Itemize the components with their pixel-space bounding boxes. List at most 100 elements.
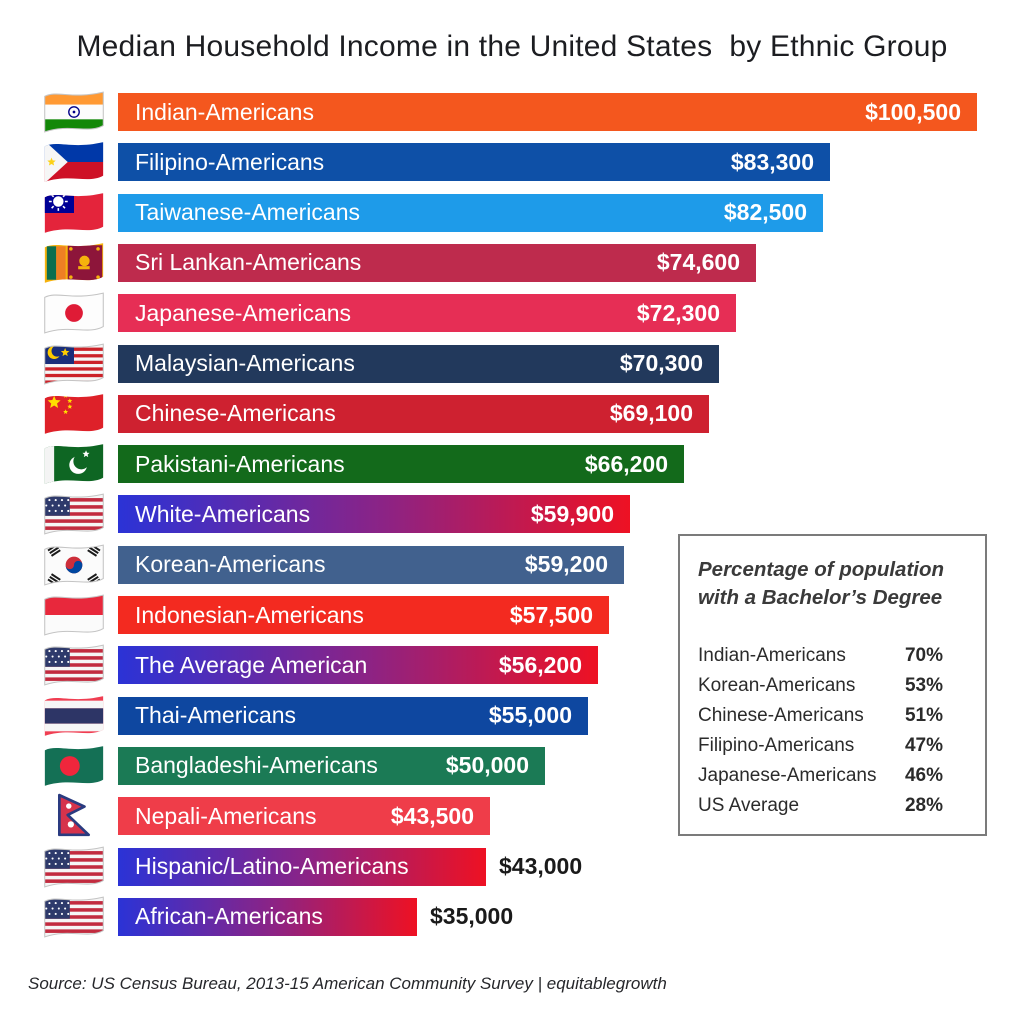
flag-nepal-icon (42, 793, 106, 839)
degree-row: US Average 28% (698, 791, 969, 821)
bar-row: Taiwanese-Americans $82,500 (42, 192, 823, 233)
bar-label: Indonesian-Americans (135, 601, 364, 628)
bar-value: $72,300 (636, 299, 720, 326)
bar-value: $69,100 (609, 400, 693, 427)
bachelors-degree-panel: Percentage of population with a Bachelor… (678, 534, 987, 836)
bar-value: $43,500 (390, 802, 474, 829)
bar-label: Taiwanese-Americans (135, 199, 360, 226)
bar-label: White-Americans (135, 500, 311, 527)
bar-label: The Average American (135, 651, 368, 678)
degree-row: Korean-Americans 53% (698, 671, 969, 701)
degree-label: Korean-Americans (698, 674, 856, 696)
bar-row: Korean-Americans $59,200 (42, 544, 624, 586)
bar-label: Korean-Americans (135, 551, 326, 578)
bar-row: Thai-Americans $55,000 (42, 695, 588, 736)
flag-indonesia-icon (42, 592, 106, 638)
bar-row: Nepali-Americans $43,500 (42, 793, 490, 837)
bar-value: $82,500 (723, 199, 807, 226)
bar-value: $56,200 (498, 651, 582, 678)
flag-malaysia-icon (42, 341, 106, 387)
income-bar: Japanese-Americans $72,300 (118, 294, 736, 333)
flag-china-icon (42, 391, 106, 437)
bar-label: Japanese-Americans (135, 299, 352, 326)
income-bar: Indonesian-Americans $57,500 (118, 596, 609, 634)
bar-value: $74,600 (656, 249, 740, 276)
income-bar: Sri Lankan-Americans $74,600 (118, 243, 756, 282)
bar-value: $100,500 (865, 98, 961, 125)
income-bar: Bangladeshi-Americans $50,000 (118, 746, 545, 785)
flag-pakistan-icon (42, 441, 106, 487)
bar-label: Filipino-Americans (135, 148, 325, 175)
degree-value: 28% (904, 794, 943, 816)
bar-row: Malaysian-Americans $70,300 (42, 342, 719, 385)
income-bar: Thai-Americans $55,000 (118, 696, 588, 735)
degree-value: 51% (904, 704, 943, 726)
inset-title: Percentage of population with a Bachelor… (698, 558, 945, 610)
income-bar: Nepali-Americans $43,500 (118, 797, 490, 836)
degree-label: Filipino-Americans (698, 734, 855, 756)
bar-row: African-Americans $35,000 (42, 896, 514, 938)
flag-philippines-icon (42, 139, 106, 185)
bar-row: Sri Lankan-Americans $74,600 (42, 243, 756, 283)
degree-label: Chinese-Americans (698, 704, 864, 726)
bar-value-outside: $35,000 (430, 903, 514, 930)
income-bar: Taiwanese-Americans $82,500 (118, 193, 823, 232)
bar-label: Sri Lankan-Americans (135, 249, 362, 276)
flag-usa-icon (42, 491, 106, 537)
degree-label: US Average (698, 794, 800, 816)
flag-usa-icon (42, 844, 106, 890)
income-bar: The Average American $56,200 (118, 646, 598, 685)
income-bar: Korean-Americans $59,200 (118, 545, 624, 584)
bar-label: Pakistani-Americans (135, 450, 345, 477)
bar-row: Hispanic/Latino-Americans $43,000 (42, 845, 582, 888)
bar-label: Nepali-Americans (135, 802, 317, 829)
bar-label: Malaysian-Americans (135, 350, 355, 376)
bar-value: $50,000 (445, 752, 529, 779)
bar-label: Chinese-Americans (135, 400, 336, 427)
bar-row: White-Americans $59,900 (42, 493, 630, 535)
bar-label: African-Americans (135, 903, 323, 930)
bar-label: Indian-Americans (135, 98, 314, 125)
page-title: Median Household Income in the United St… (76, 30, 948, 63)
flag-taiwan-icon (42, 190, 106, 236)
degree-value: 46% (904, 764, 943, 786)
bar-label: Thai-Americans (135, 702, 297, 729)
bar-value: $70,300 (619, 350, 703, 376)
bar-label: Hispanic/Latino-Americans (135, 853, 409, 879)
bar-value: $83,300 (730, 148, 814, 175)
income-bar: Indian-Americans $100,500 (118, 93, 977, 131)
bar-value: $57,500 (509, 601, 593, 628)
income-bar: Pakistani-Americans $66,200 (118, 445, 684, 484)
flag-usa-icon (42, 894, 106, 940)
source-note: Source: US Census Bureau, 2013-15 Americ… (28, 974, 667, 993)
bar-row: Pakistani-Americans $66,200 (42, 444, 684, 484)
flag-usa-icon (42, 642, 106, 688)
bar-value: $66,200 (584, 450, 668, 477)
income-bar: White-Americans $59,900 (118, 495, 630, 534)
flag-japan-icon (42, 290, 106, 336)
bar-row: The Average American $56,200 (42, 644, 598, 686)
degree-row: Indian-Americans 70% (698, 641, 969, 671)
bar-row: Indonesian-Americans $57,500 (42, 594, 609, 636)
income-bar: Hispanic/Latino-Americans (118, 847, 486, 886)
flag-south-korea-icon (42, 542, 106, 588)
bar-row: Bangladeshi-Americans $50,000 (42, 746, 545, 786)
bar-row: Chinese-Americans $69,100 (42, 393, 709, 434)
bar-row: Indian-Americans $100,500 (42, 91, 977, 133)
degree-label: Indian-Americans (698, 644, 846, 666)
inset-rows: Indian-Americans 70% Korean-Americans 53… (698, 641, 969, 821)
degree-value: 53% (904, 674, 943, 696)
degree-row: Japanese-Americans 46% (698, 761, 969, 791)
bar-value: $59,200 (524, 551, 608, 578)
flag-sri-lanka-icon (42, 240, 106, 286)
bar-value: $55,000 (488, 702, 572, 729)
bar-row: Filipino-Americans $83,300 (42, 142, 830, 183)
degree-value: 47% (904, 734, 943, 756)
flag-thailand-icon (42, 693, 106, 739)
income-bar: Filipino-Americans $83,300 (118, 143, 830, 182)
bar-label: Bangladeshi-Americans (135, 752, 378, 779)
degree-row: Filipino-Americans 47% (698, 731, 969, 761)
degree-row: Chinese-Americans 51% (698, 701, 969, 731)
bar-value: $59,900 (530, 500, 614, 527)
